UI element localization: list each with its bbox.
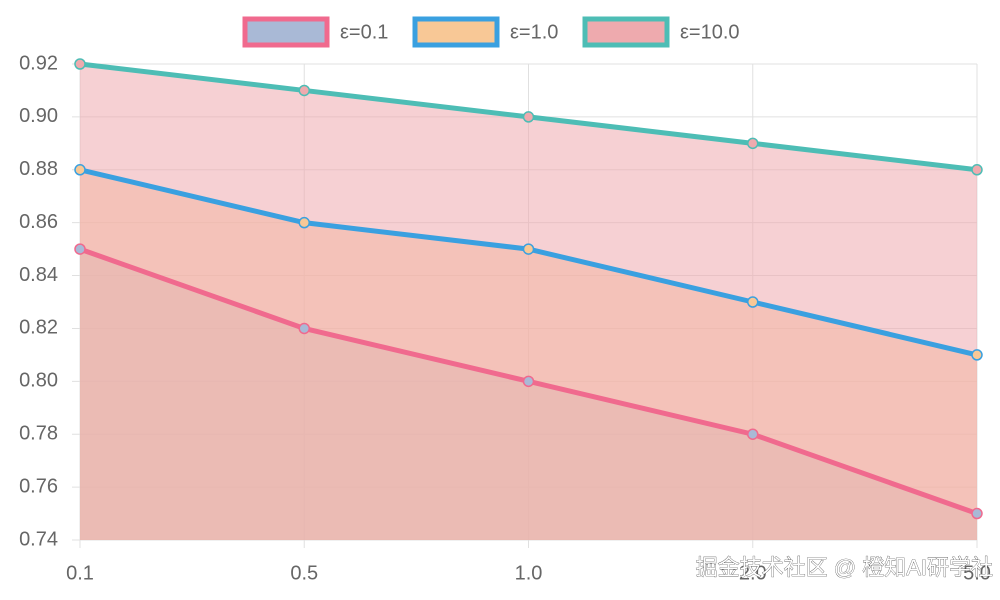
x-tick-label: 2.0 xyxy=(739,562,767,584)
point xyxy=(74,164,86,176)
watermark: 掘金技术社区 @ 橙知AI研学社 xyxy=(696,555,993,580)
y-tick-label: 0.88 xyxy=(19,158,58,180)
x-tick-label: 5.0 xyxy=(963,562,991,584)
point xyxy=(74,58,86,70)
point xyxy=(298,84,310,97)
point xyxy=(522,243,535,255)
y-tick-label: 0.82 xyxy=(19,317,58,339)
y-tick-label: 0.76 xyxy=(19,475,58,497)
legend-label: ε=0.1 xyxy=(340,21,388,43)
point xyxy=(971,507,983,520)
legend-label: ε=10.0 xyxy=(680,21,740,43)
x-tick-label: 0.1 xyxy=(66,562,94,584)
x-tick-label: 1.0 xyxy=(515,562,543,584)
legend-swatch xyxy=(242,16,330,48)
point xyxy=(74,243,86,255)
point xyxy=(298,322,310,335)
area-fill xyxy=(80,64,977,540)
legend-label: ε=1.0 xyxy=(510,21,558,43)
point xyxy=(971,349,983,361)
legend-swatch xyxy=(412,16,500,48)
point xyxy=(747,428,759,440)
point xyxy=(971,164,983,176)
y-tick-label: 0.86 xyxy=(19,211,58,233)
y-tick-label: 0.90 xyxy=(19,105,58,127)
point xyxy=(298,216,310,229)
point xyxy=(522,111,535,123)
point xyxy=(522,375,535,388)
legend-swatch xyxy=(582,16,670,48)
y-tick-label: 0.92 xyxy=(19,52,58,74)
y-tick-label: 0.84 xyxy=(19,264,58,286)
x-tick-label: 0.5 xyxy=(290,562,318,584)
point xyxy=(747,137,759,150)
y-tick-label: 0.80 xyxy=(19,370,58,392)
y-tick-label: 0.78 xyxy=(19,423,58,445)
y-tick-label: 0.74 xyxy=(19,528,58,550)
point xyxy=(747,296,759,308)
